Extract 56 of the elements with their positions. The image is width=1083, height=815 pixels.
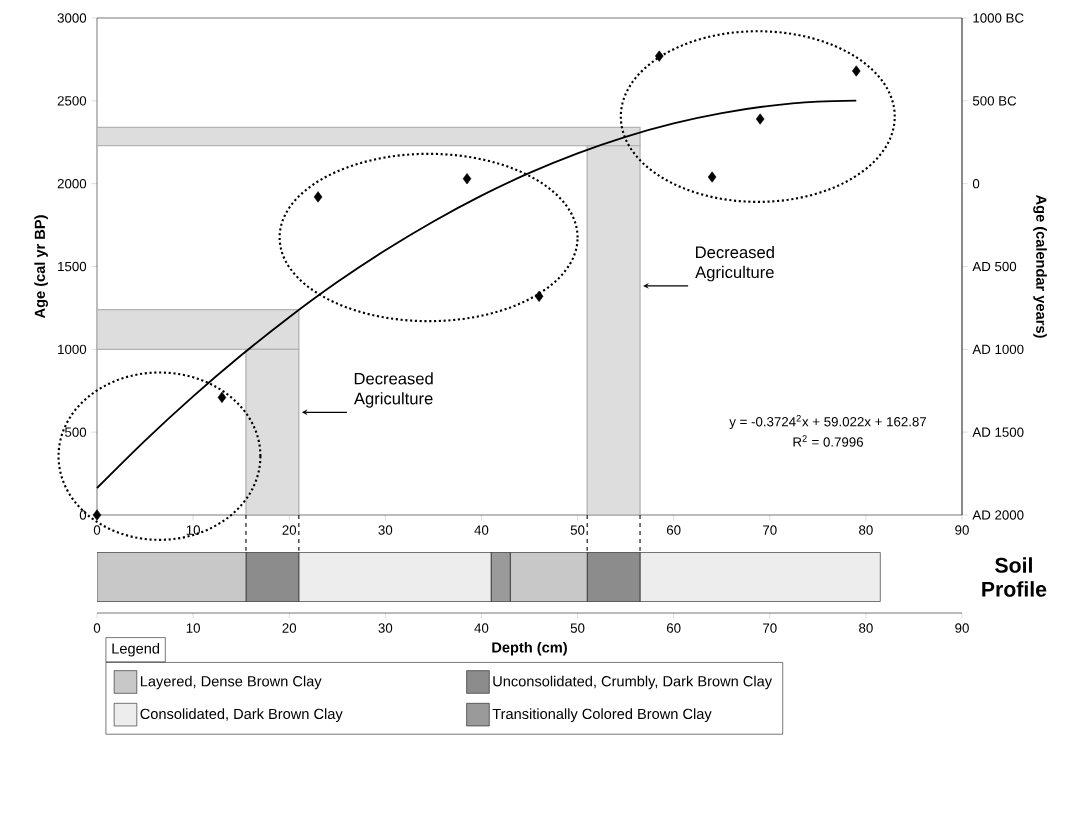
point (655, 50, 664, 62)
x-tick-label: 90 (955, 623, 969, 633)
x-tick-label: 90 (955, 525, 969, 535)
y2-tick-label: AD 500 (972, 261, 1017, 272)
y-tick-label: 2000 (57, 178, 87, 189)
point (852, 65, 861, 77)
y2-tick-label: 500 BC (972, 96, 1017, 106)
point (462, 173, 472, 185)
y2-tick-label: AD 1500 (972, 427, 1024, 437)
y2-tick-label: 0 (972, 178, 980, 189)
band-label: Decreased Agriculture (353, 372, 433, 408)
x-tick-label: 30 (378, 623, 393, 633)
legend-label: Consolidated, Dark Brown Clay (140, 708, 343, 722)
y2-tick-label: 1000 BC (973, 13, 1024, 23)
annotation: y = -0.3724$^{2}$x + 59.022x + 162.87 (729, 414, 927, 430)
x-tick-label: 40 (474, 525, 489, 535)
x-tick-label: 10 (186, 525, 200, 535)
legend-label: Transitionally Colored Brown Clay (492, 708, 712, 722)
x-tick-label: 0 (93, 525, 101, 535)
x-tick-label: 60 (666, 525, 681, 535)
point (313, 191, 323, 203)
point (534, 290, 544, 302)
y-axis-title: Age (cal yr BP) (34, 215, 48, 319)
x-tick-label: 10 (186, 623, 200, 633)
x-tick-label: 30 (378, 525, 393, 535)
x-tick-label: 20 (282, 525, 297, 535)
y-tick-label: 2500 (57, 96, 87, 106)
y2-tick-label: AD 1000 (972, 344, 1024, 355)
y-tick-label: 3000 (57, 13, 87, 23)
x-tick-label: 60 (666, 623, 681, 633)
y-tick-label: 500 (65, 427, 87, 437)
y2-axis-title: Age (calendar years) (1033, 194, 1047, 338)
point (755, 113, 765, 125)
y2-tick-label: AD 2000 (972, 510, 1024, 520)
legend-label: Unconsolidated, Crumbly, Dark Brown Clay (493, 675, 773, 690)
x-tick-label: 80 (859, 623, 873, 633)
band-label: Decreased Agriculture (695, 245, 774, 282)
y-tick-label: Soil Profile (982, 557, 1047, 597)
x-tick-label: 80 (859, 525, 873, 535)
x-tick-label: 40 (474, 623, 489, 633)
annotation: R$^{2}$ = 0.7996 (793, 435, 864, 447)
point (92, 509, 102, 521)
x-tick-label: 0 (93, 623, 101, 633)
legend-title: Legend (112, 642, 160, 657)
y-tick-label: 1000 (58, 344, 87, 355)
y-tick-label: 0 (79, 510, 87, 520)
x-tick-label: 50 (570, 525, 585, 535)
x-axis-title: Depth (cm) (492, 641, 567, 656)
point (707, 171, 717, 183)
x-tick-label: 50 (570, 623, 585, 633)
x-tick-label: 20 (282, 623, 297, 633)
x-tick-label: 70 (763, 623, 777, 633)
x-tick-label: 70 (763, 525, 777, 535)
legend-label: Layered, Dense Brown Clay (140, 675, 322, 690)
point (217, 391, 227, 403)
y-tick-label: 1500 (58, 261, 87, 272)
